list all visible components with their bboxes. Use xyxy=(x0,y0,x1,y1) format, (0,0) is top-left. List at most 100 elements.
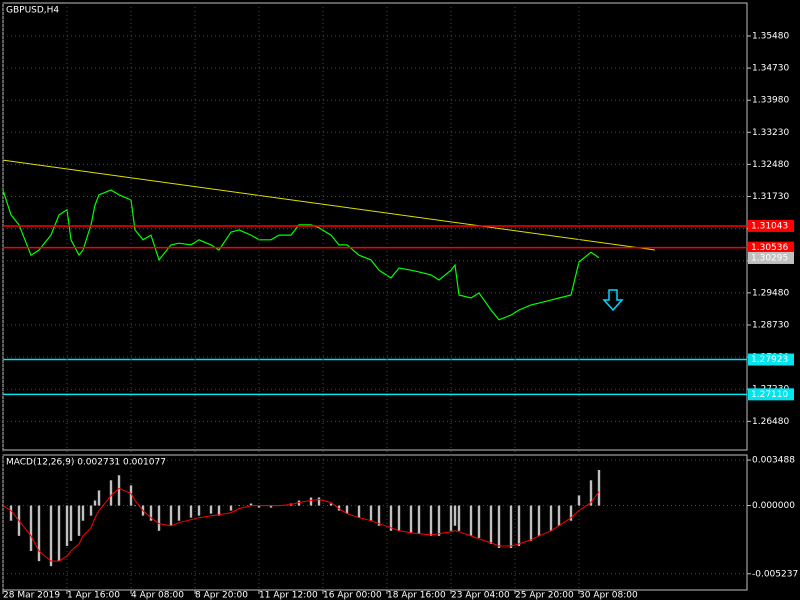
last-price-label: 1.30295 xyxy=(751,253,788,263)
histogram-bar xyxy=(49,505,53,567)
histogram-bar xyxy=(217,505,221,516)
histogram-bar xyxy=(369,505,373,521)
trend-line xyxy=(2,159,656,251)
histogram-bar xyxy=(129,485,133,506)
histogram-bar xyxy=(597,469,601,506)
histogram-bar xyxy=(297,500,301,506)
histogram-bar xyxy=(229,505,233,511)
histogram-bar xyxy=(489,505,493,544)
signal-line xyxy=(2,487,600,562)
level-tag xyxy=(748,241,794,254)
histogram-bar xyxy=(29,505,33,552)
histogram-bar xyxy=(109,480,113,506)
histogram-bar xyxy=(517,505,521,546)
y-tick-label: 0.000000 xyxy=(752,501,795,511)
y-tick-label: 1.31730 xyxy=(752,192,789,202)
y-tick-label: -0.005237 xyxy=(752,569,798,579)
histogram-bar xyxy=(429,505,433,536)
histogram-bar xyxy=(377,505,381,526)
histogram-bar xyxy=(409,505,413,533)
chart-title: GBPUSD,H4 xyxy=(6,6,59,16)
x-tick-label: 23 Apr 04:00 xyxy=(451,591,510,600)
histogram-bar xyxy=(157,505,161,531)
histogram-bar xyxy=(497,505,501,548)
histogram-bar xyxy=(149,505,153,521)
histogram-bar xyxy=(237,505,241,507)
x-tick-label: 28 Mar 2019 xyxy=(3,591,60,600)
histogram-bar xyxy=(257,505,261,508)
histogram-bar xyxy=(93,500,97,506)
histogram-bar xyxy=(569,505,573,521)
level-label: 1.27923 xyxy=(751,355,788,365)
histogram-bar xyxy=(589,480,593,506)
y-tick-label: 1.34730 xyxy=(752,64,789,74)
histogram-bar xyxy=(417,505,421,534)
histogram-bar xyxy=(329,503,333,506)
y-tick-label: 1.28730 xyxy=(752,320,789,330)
histogram-bar xyxy=(189,505,193,518)
histogram-bar xyxy=(397,505,401,531)
histogram-bar xyxy=(133,505,137,507)
histogram-bar xyxy=(449,505,453,531)
histogram-bar xyxy=(169,505,173,526)
histogram-bar xyxy=(389,505,393,531)
histogram-bar xyxy=(269,505,273,508)
x-tick-label: 25 Apr 20:00 xyxy=(515,591,574,600)
histogram-bar xyxy=(469,505,473,536)
level-label: 1.31043 xyxy=(751,221,788,231)
histogram-bar xyxy=(509,505,513,548)
histogram-bar xyxy=(537,505,541,536)
histogram-bar xyxy=(357,505,361,518)
histogram-bar xyxy=(9,505,13,521)
y-tick-label: 1.32480 xyxy=(752,160,789,170)
x-tick-label: 11 Apr 12:00 xyxy=(259,591,318,600)
histogram-bar xyxy=(477,505,481,538)
y-tick-label: 1.33980 xyxy=(752,96,789,106)
x-tick-label: 8 Apr 20:00 xyxy=(195,591,248,600)
histogram-bar xyxy=(453,505,457,526)
x-tick-label: 16 Apr 00:00 xyxy=(323,591,382,600)
y-tick-label: 0.003488 xyxy=(752,456,795,466)
histogram-bar xyxy=(117,475,121,506)
histogram-bar xyxy=(89,505,93,516)
histogram-bar xyxy=(557,505,561,526)
histogram-bar xyxy=(249,503,253,506)
x-tick-label: 18 Apr 16:00 xyxy=(387,591,446,600)
y-tick-label: 1.35480 xyxy=(752,31,789,41)
level-tag xyxy=(748,388,794,401)
x-tick-label: 1 Apr 16:00 xyxy=(67,591,120,600)
histogram-bar xyxy=(65,505,69,546)
y-tick-label: 1.26480 xyxy=(752,417,789,427)
price-line xyxy=(2,189,600,321)
x-tick-label: 4 Apr 08:00 xyxy=(131,591,184,600)
level-label: 1.30536 xyxy=(751,243,788,253)
chart-title: MACD(12,26,9) 0.002731 0.001077 xyxy=(6,458,166,468)
histogram-bar xyxy=(457,505,461,531)
histogram-bar xyxy=(577,495,581,506)
panel-border xyxy=(2,454,748,591)
histogram-bar xyxy=(549,505,553,531)
histogram-bar xyxy=(309,497,313,506)
histogram-bar xyxy=(529,505,533,541)
signal-arrow xyxy=(602,289,624,312)
histogram-bar xyxy=(37,505,41,562)
histogram-bar xyxy=(197,505,201,516)
last-price-tag xyxy=(748,251,794,264)
level-tag xyxy=(748,353,794,366)
level-tag xyxy=(748,219,794,232)
level-label: 1.27110 xyxy=(751,390,788,400)
histogram-bar xyxy=(317,497,321,506)
histogram-bar xyxy=(69,505,73,541)
histogram-bar xyxy=(81,505,85,521)
histogram-bar xyxy=(345,505,349,514)
histogram-bar xyxy=(437,505,441,536)
histogram-bar xyxy=(177,505,181,521)
histogram-bar xyxy=(77,505,81,536)
x-tick-label: 30 Apr 08:00 xyxy=(579,591,638,600)
y-tick-label: 1.33230 xyxy=(752,128,789,138)
y-tick-label: 1.29480 xyxy=(752,288,789,298)
histogram-bar xyxy=(97,490,101,506)
histogram-bar xyxy=(209,505,213,514)
